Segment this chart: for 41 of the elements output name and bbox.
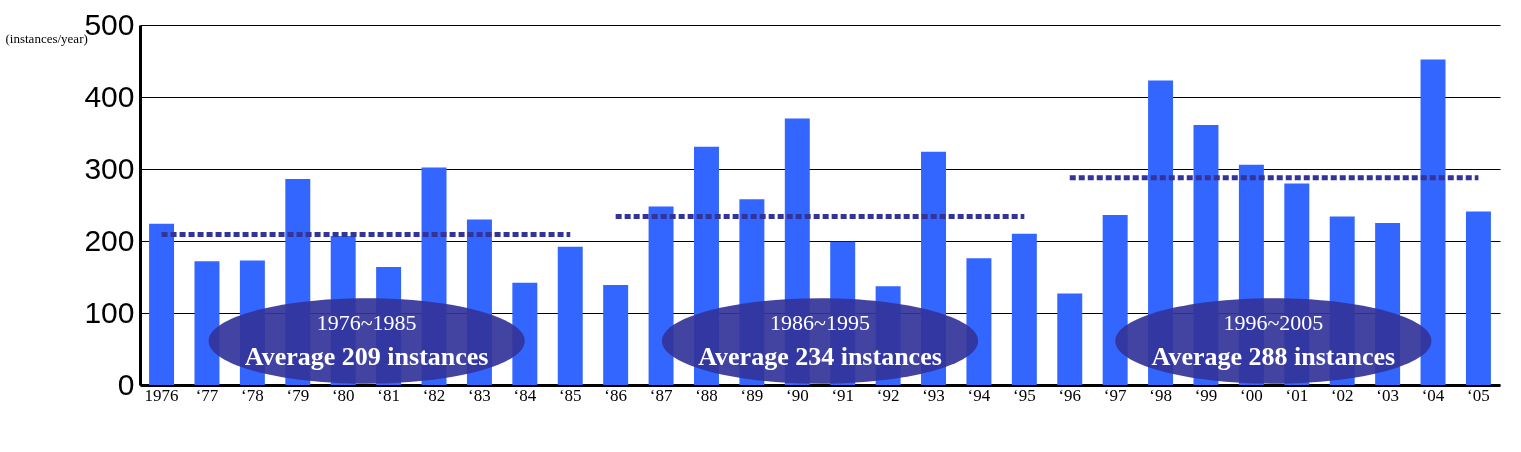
x-tick-label: ‘96 xyxy=(1058,385,1082,405)
y-tick-label: 100 xyxy=(84,295,135,329)
x-tick-label: ‘97 xyxy=(1103,385,1127,405)
x-tick-label: ‘92 xyxy=(876,385,900,405)
annotation: 1986~1995 xyxy=(770,310,870,335)
x-tick-label: ‘82 xyxy=(422,385,446,405)
annotation: Average 288 instances xyxy=(1151,342,1396,371)
x-tick-label: ‘81 xyxy=(377,385,400,405)
x-tick-label: ‘79 xyxy=(286,385,310,405)
x-tick-label: ‘93 xyxy=(922,385,945,405)
annotation: Average 234 instances xyxy=(698,342,942,371)
x-tick-label: ‘02 xyxy=(1330,385,1354,405)
x-tick-label: ‘01 xyxy=(1285,385,1309,405)
x-tick-label: ‘83 xyxy=(468,385,491,405)
x-tick-label: ‘99 xyxy=(1194,385,1218,405)
annotation: 1996~2005 xyxy=(1223,310,1324,335)
x-tick-label: ‘86 xyxy=(604,385,627,405)
x-tick-label: ‘03 xyxy=(1376,385,1399,405)
y-tick-label: 400 xyxy=(84,79,135,113)
x-tick-label: ‘80 xyxy=(331,385,355,405)
x-tick-label: ‘05 xyxy=(1467,385,1490,405)
x-tick-label: ‘84 xyxy=(513,385,537,405)
x-tick-label: ‘04 xyxy=(1421,385,1445,405)
x-tick-label: ‘94 xyxy=(967,385,991,405)
x-tick-label: ‘91 xyxy=(831,385,855,405)
x-tick-label: ‘98 xyxy=(1149,385,1172,405)
x-tick-label: ‘87 xyxy=(649,385,673,405)
x-tick-label: ‘77 xyxy=(195,385,219,405)
x-tick-label: ‘88 xyxy=(695,385,718,405)
x-tick-label: ‘00 xyxy=(1240,385,1263,405)
annotation: 1976~1985 xyxy=(316,310,417,335)
y-tick-label: 0 xyxy=(117,367,135,401)
x-tick-label: ‘89 xyxy=(740,385,764,405)
x-tick-label: ‘95 xyxy=(1013,385,1036,405)
x-tick-label: 1976 xyxy=(144,385,179,405)
y-tick-label: 200 xyxy=(84,223,135,257)
y-tick-label: 300 xyxy=(84,151,135,185)
annotation: Average 209 instances xyxy=(244,342,489,371)
x-tick-label: ‘85 xyxy=(558,385,582,405)
x-tick-label: ‘78 xyxy=(241,385,264,405)
x-tick-label: ‘90 xyxy=(785,385,809,405)
